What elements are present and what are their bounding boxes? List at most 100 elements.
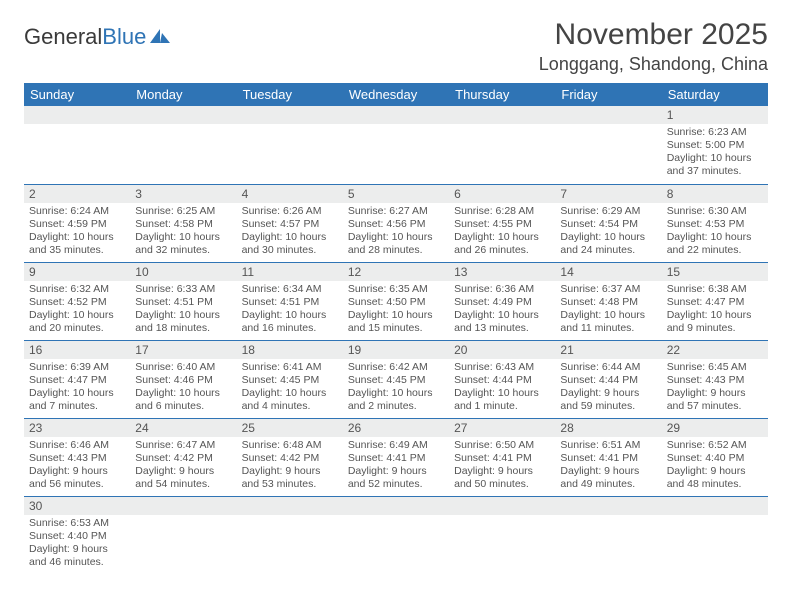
sunrise: Sunrise: 6:38 AM	[667, 283, 763, 296]
location: Longgang, Shandong, China	[539, 54, 768, 75]
sunrise: Sunrise: 6:43 AM	[454, 361, 550, 374]
calendar-cell: 5Sunrise: 6:27 AMSunset: 4:56 PMDaylight…	[343, 184, 449, 262]
daylight: Daylight: 9 hours and 53 minutes.	[242, 465, 338, 491]
calendar-cell	[343, 106, 449, 184]
day-number: 21	[555, 341, 661, 359]
calendar-cell: 2Sunrise: 6:24 AMSunset: 4:59 PMDaylight…	[24, 184, 130, 262]
day-content: Sunrise: 6:30 AMSunset: 4:53 PMDaylight:…	[662, 203, 768, 262]
sunset: Sunset: 4:54 PM	[560, 218, 656, 231]
daylight: Daylight: 9 hours and 52 minutes.	[348, 465, 444, 491]
daylight: Daylight: 10 hours and 1 minute.	[454, 387, 550, 413]
sunset: Sunset: 4:48 PM	[560, 296, 656, 309]
calendar-cell	[130, 496, 236, 574]
sunrise: Sunrise: 6:51 AM	[560, 439, 656, 452]
day-content: Sunrise: 6:50 AMSunset: 4:41 PMDaylight:…	[449, 437, 555, 496]
sail-icon	[148, 27, 172, 45]
day-number: 28	[555, 419, 661, 437]
daylight: Daylight: 10 hours and 20 minutes.	[29, 309, 125, 335]
header: GeneralBlue November 2025 Longgang, Shan…	[24, 18, 768, 75]
day-number: 10	[130, 263, 236, 281]
day-number: 20	[449, 341, 555, 359]
calendar-week: 23Sunrise: 6:46 AMSunset: 4:43 PMDayligh…	[24, 418, 768, 496]
calendar-cell: 8Sunrise: 6:30 AMSunset: 4:53 PMDaylight…	[662, 184, 768, 262]
day-number	[343, 497, 449, 515]
sunset: Sunset: 4:59 PM	[29, 218, 125, 231]
day-content: Sunrise: 6:43 AMSunset: 4:44 PMDaylight:…	[449, 359, 555, 418]
day-number	[449, 106, 555, 124]
day-content	[130, 515, 236, 571]
day-content: Sunrise: 6:24 AMSunset: 4:59 PMDaylight:…	[24, 203, 130, 262]
daylight: Daylight: 9 hours and 48 minutes.	[667, 465, 763, 491]
calendar-cell: 24Sunrise: 6:47 AMSunset: 4:42 PMDayligh…	[130, 418, 236, 496]
day-number: 26	[343, 419, 449, 437]
calendar-cell: 30Sunrise: 6:53 AMSunset: 4:40 PMDayligh…	[24, 496, 130, 574]
day-number: 7	[555, 185, 661, 203]
calendar-cell: 26Sunrise: 6:49 AMSunset: 4:41 PMDayligh…	[343, 418, 449, 496]
day-number: 29	[662, 419, 768, 437]
day-number: 11	[237, 263, 343, 281]
calendar-cell: 17Sunrise: 6:40 AMSunset: 4:46 PMDayligh…	[130, 340, 236, 418]
calendar-cell: 18Sunrise: 6:41 AMSunset: 4:45 PMDayligh…	[237, 340, 343, 418]
day-content	[555, 515, 661, 571]
calendar-cell	[237, 106, 343, 184]
daylight: Daylight: 10 hours and 18 minutes.	[135, 309, 231, 335]
day-number: 15	[662, 263, 768, 281]
day-content	[24, 124, 130, 180]
calendar-week: 16Sunrise: 6:39 AMSunset: 4:47 PMDayligh…	[24, 340, 768, 418]
sunrise: Sunrise: 6:44 AM	[560, 361, 656, 374]
daylight: Daylight: 10 hours and 15 minutes.	[348, 309, 444, 335]
sunset: Sunset: 4:42 PM	[242, 452, 338, 465]
calendar-cell	[449, 106, 555, 184]
day-number: 4	[237, 185, 343, 203]
sunset: Sunset: 4:53 PM	[667, 218, 763, 231]
calendar-cell: 16Sunrise: 6:39 AMSunset: 4:47 PMDayligh…	[24, 340, 130, 418]
day-number: 17	[130, 341, 236, 359]
sunset: Sunset: 4:41 PM	[348, 452, 444, 465]
calendar-cell: 15Sunrise: 6:38 AMSunset: 4:47 PMDayligh…	[662, 262, 768, 340]
day-number	[237, 497, 343, 515]
sunrise: Sunrise: 6:47 AM	[135, 439, 231, 452]
weekday-header: Monday	[130, 83, 236, 106]
calendar-cell: 6Sunrise: 6:28 AMSunset: 4:55 PMDaylight…	[449, 184, 555, 262]
day-content: Sunrise: 6:52 AMSunset: 4:40 PMDaylight:…	[662, 437, 768, 496]
daylight: Daylight: 10 hours and 9 minutes.	[667, 309, 763, 335]
sunrise: Sunrise: 6:52 AM	[667, 439, 763, 452]
logo-text-1: General	[24, 24, 102, 50]
day-content: Sunrise: 6:40 AMSunset: 4:46 PMDaylight:…	[130, 359, 236, 418]
day-content	[343, 515, 449, 571]
daylight: Daylight: 9 hours and 54 minutes.	[135, 465, 231, 491]
day-content	[343, 124, 449, 180]
daylight: Daylight: 10 hours and 2 minutes.	[348, 387, 444, 413]
sunrise: Sunrise: 6:27 AM	[348, 205, 444, 218]
sunrise: Sunrise: 6:32 AM	[29, 283, 125, 296]
calendar-cell	[130, 106, 236, 184]
calendar-week: 1Sunrise: 6:23 AMSunset: 5:00 PMDaylight…	[24, 106, 768, 184]
calendar-week: 30Sunrise: 6:53 AMSunset: 4:40 PMDayligh…	[24, 496, 768, 574]
day-number: 24	[130, 419, 236, 437]
daylight: Daylight: 10 hours and 30 minutes.	[242, 231, 338, 257]
calendar-cell	[24, 106, 130, 184]
calendar-cell: 1Sunrise: 6:23 AMSunset: 5:00 PMDaylight…	[662, 106, 768, 184]
day-content: Sunrise: 6:34 AMSunset: 4:51 PMDaylight:…	[237, 281, 343, 340]
calendar-cell: 21Sunrise: 6:44 AMSunset: 4:44 PMDayligh…	[555, 340, 661, 418]
weekday-header: Wednesday	[343, 83, 449, 106]
sunset: Sunset: 4:40 PM	[667, 452, 763, 465]
day-content	[237, 515, 343, 571]
day-content: Sunrise: 6:46 AMSunset: 4:43 PMDaylight:…	[24, 437, 130, 496]
sunrise: Sunrise: 6:48 AM	[242, 439, 338, 452]
sunset: Sunset: 4:51 PM	[135, 296, 231, 309]
day-number	[449, 497, 555, 515]
sunset: Sunset: 4:49 PM	[454, 296, 550, 309]
calendar-cell: 14Sunrise: 6:37 AMSunset: 4:48 PMDayligh…	[555, 262, 661, 340]
calendar-cell: 23Sunrise: 6:46 AMSunset: 4:43 PMDayligh…	[24, 418, 130, 496]
sunrise: Sunrise: 6:37 AM	[560, 283, 656, 296]
day-content: Sunrise: 6:39 AMSunset: 4:47 PMDaylight:…	[24, 359, 130, 418]
sunrise: Sunrise: 6:39 AM	[29, 361, 125, 374]
day-number: 8	[662, 185, 768, 203]
day-number: 5	[343, 185, 449, 203]
sunrise: Sunrise: 6:24 AM	[29, 205, 125, 218]
calendar-cell: 3Sunrise: 6:25 AMSunset: 4:58 PMDaylight…	[130, 184, 236, 262]
daylight: Daylight: 10 hours and 28 minutes.	[348, 231, 444, 257]
logo: GeneralBlue	[24, 18, 172, 50]
month-title: November 2025	[539, 18, 768, 52]
